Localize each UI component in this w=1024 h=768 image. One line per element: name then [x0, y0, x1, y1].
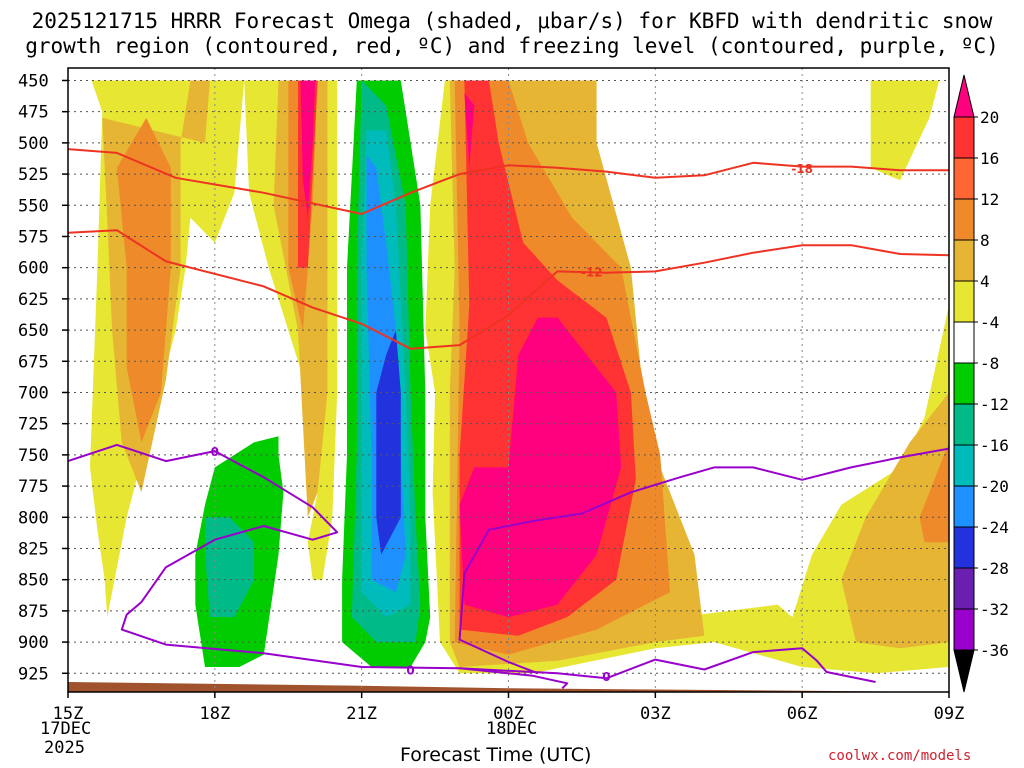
- omega-region-g8-19: [205, 517, 254, 618]
- colorbar-box-8: [953, 444, 975, 487]
- freezing-contour-label-1: 0: [406, 664, 414, 678]
- y-tick-label-850: 850: [18, 571, 49, 591]
- y-tick-label-700: 700: [18, 383, 49, 403]
- colorbar-label-7: -12: [980, 395, 1009, 414]
- colorbar-box-11: [953, 567, 975, 610]
- y-tick-label-925: 925: [18, 664, 49, 684]
- y-tick-label-725: 725: [18, 415, 49, 435]
- freezing-contour-0: [68, 443, 876, 683]
- x-tick-label-15Z: 15Z: [53, 704, 84, 724]
- y-tick-label-750: 750: [18, 446, 49, 466]
- chart-title-line-2: growth region (contoured, red, ºC) and f…: [25, 34, 999, 58]
- colorbar-label-0: 20: [980, 108, 999, 127]
- colorbar-box-1: [953, 157, 975, 200]
- y-tick-label-775: 775: [18, 477, 49, 497]
- y-tick-label-550: 550: [18, 196, 49, 216]
- axes: 450 475 500 525 550 575 600 625 650 675 700 725 750 7…: [18, 71, 964, 724]
- omega-region-b20-23: [376, 330, 401, 555]
- omega-region-m20-14: [300, 80, 316, 218]
- colorbar-label-4: 4: [980, 272, 990, 291]
- y-tick-label-600: 600: [18, 259, 49, 279]
- x-tick-sub-year: 2025: [44, 738, 85, 758]
- credit-text: coolwx.com/models: [828, 748, 972, 764]
- x-tick-label-03Z: 03Z: [640, 704, 671, 724]
- colorbar-label-1: 16: [980, 149, 999, 168]
- freezing-contour-1: [459, 667, 569, 689]
- plot-area: -18 -12 0 0 0: [68, 68, 949, 692]
- y-tick-label-525: 525: [18, 165, 49, 185]
- y-tick-label-825: 825: [18, 539, 49, 559]
- dgz-contour-1: [68, 229, 949, 350]
- colorbar-bottom-triangle: [953, 649, 975, 693]
- colorbar-box-6: [953, 362, 975, 405]
- x-tick-sub-17dec: 17DEC: [40, 719, 92, 739]
- colorbar-box-0: [953, 116, 975, 159]
- y-tick-label-675: 675: [18, 352, 49, 372]
- colorbar-label-3: 8: [980, 231, 990, 250]
- colorbar-label-5: -4: [980, 313, 999, 332]
- dgz-contour-label-0: -18: [791, 162, 813, 176]
- colorbar-label-10: -24: [980, 518, 1009, 537]
- colorbar-box-7: [953, 403, 975, 446]
- colorbar-label-9: -20: [980, 477, 1009, 496]
- dgz-contour-label-1: -12: [581, 265, 603, 279]
- y-tick-label-650: 650: [18, 321, 49, 341]
- y-tick-label-900: 900: [18, 633, 49, 653]
- colorbar-box-5: [953, 321, 975, 364]
- colorbar-top-triangle: [953, 74, 975, 118]
- colorbar-label-8: -16: [980, 436, 1009, 455]
- omega-region-y8-7: [841, 392, 949, 649]
- x-tick-sub-18dec: 18DEC: [486, 719, 538, 739]
- x-tick-label-09Z: 09Z: [934, 704, 965, 724]
- y-tick-label-625: 625: [18, 290, 49, 310]
- colorbar-label-6: -8: [980, 354, 999, 373]
- y-tick-label-450: 450: [18, 71, 49, 91]
- x-tick-label-06Z: 06Z: [787, 704, 818, 724]
- x-tick-label-18Z: 18Z: [199, 704, 230, 724]
- dgz-contour-0: [68, 148, 949, 215]
- y-tick-label-575: 575: [18, 227, 49, 247]
- freezing-contour-label-0: 0: [211, 445, 219, 459]
- omega-region-o12-8: [116, 117, 171, 443]
- colorbar-label-2: 12: [980, 190, 999, 209]
- x-axis-label: Forecast Time (UTC): [400, 744, 592, 766]
- y-tick-label-475: 475: [18, 103, 49, 123]
- freezing-contour-2: [458, 447, 949, 675]
- omega-region-y4-3: [870, 80, 940, 181]
- x-tick-label-00Z: 00Z: [493, 704, 524, 724]
- colorbar-box-3: [953, 239, 975, 282]
- terrain-fill: [68, 682, 949, 692]
- omega-region-m20-16: [459, 317, 622, 618]
- colorbar-box-2: [953, 198, 975, 241]
- colorbar-box-4: [953, 280, 975, 323]
- x-tick-label-21Z: 21Z: [346, 704, 377, 724]
- colorbar-box-12: [953, 608, 975, 651]
- colorbar-label-13: -36: [980, 641, 1009, 660]
- colorbar-box-9: [953, 485, 975, 528]
- y-tick-label-875: 875: [18, 602, 49, 622]
- colorbar-label-12: -32: [980, 600, 1009, 619]
- y-tick-label-800: 800: [18, 508, 49, 528]
- colorbar-box-10: [953, 526, 975, 569]
- colorbar: 20 16 12 8 4 -4 -8 -12 -16 -20 -24 -28 -32 -36: [953, 74, 1009, 693]
- y-tick-label-500: 500: [18, 134, 49, 154]
- colorbar-label-11: -28: [980, 559, 1009, 578]
- freezing-contour-label-2: 0: [602, 670, 610, 684]
- chart-title-line-1: 2025121715 HRRR Forecast Omega (shaded, …: [31, 9, 993, 33]
